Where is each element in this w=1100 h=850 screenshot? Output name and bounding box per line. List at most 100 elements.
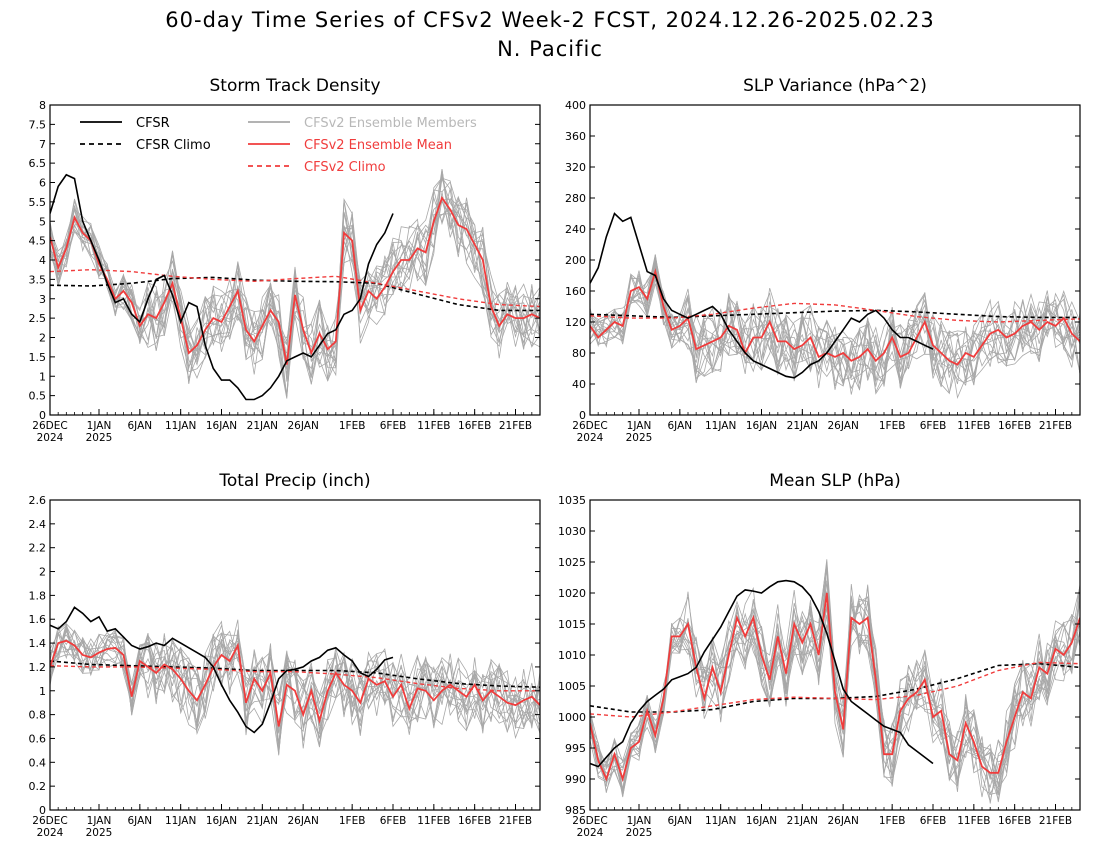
y-tick-label: 7 <box>39 138 46 151</box>
legend-cfsr-climo-label: CFSR Climo <box>136 138 211 153</box>
ensemble-mean-line <box>50 639 540 727</box>
ensemble-member-line <box>50 633 540 735</box>
cfsr-line <box>590 212 934 379</box>
x-tick-label: 11FEB <box>957 815 990 827</box>
x-tick-label: 16FEB <box>458 420 491 432</box>
x-tick-label: 1FEB <box>879 420 906 432</box>
y-tick-label: 400 <box>565 99 586 112</box>
x-tick-label: 1JAN <box>627 815 652 827</box>
x-tick-label: 16JAN <box>206 420 237 432</box>
x-tick-label: 11JAN <box>165 420 196 432</box>
y-tick-label: 1000 <box>558 711 586 724</box>
x-tick-label: 16FEB <box>458 815 491 827</box>
y-tick-label: 1005 <box>558 680 586 693</box>
ensemble-member-line <box>590 258 1080 387</box>
y-tick-label: 2.4 <box>29 518 47 531</box>
ensemble-member-line <box>50 199 540 384</box>
x-tick-label: 21FEB <box>499 815 532 827</box>
cfsv2-climo-line <box>50 268 540 308</box>
panels: Storm Track Density 0 0.5 1 1.5 2 2.5 3 3.5 4 4.5 5… <box>29 76 1081 839</box>
y-tick-label: 1025 <box>558 556 586 569</box>
x-tick-label: 11FEB <box>417 420 450 432</box>
ensemble-member-line <box>590 271 1080 395</box>
y-tick-label: 2 <box>39 566 46 579</box>
x-tick-label: 11JAN <box>705 420 736 432</box>
x-tick-label: 6FEB <box>920 815 947 827</box>
x-tick-label: 16JAN <box>206 815 237 827</box>
y-tick-label: 2.6 <box>29 494 47 507</box>
x-tick-label: 16JAN <box>746 420 777 432</box>
ensemble-member-line <box>590 273 1080 391</box>
legend-cfsv2-climo-label: CFSv2 Climo <box>304 160 386 175</box>
y-tick-label: 0.2 <box>29 780 47 793</box>
ensemble-mean-line <box>590 268 1080 366</box>
ensemble-member-line <box>50 181 540 379</box>
x-tick-label: 1JAN <box>627 420 652 432</box>
legend-ensemble-members-label: CFSv2 Ensemble Members <box>304 116 477 131</box>
ensemble-member-line <box>50 626 540 752</box>
x-tick-label: 26JAN <box>288 420 319 432</box>
y-tick-label: 985 <box>565 804 586 817</box>
ensemble-member-line <box>590 256 1080 390</box>
y-tick-label: 3.5 <box>29 273 47 286</box>
y-tick-label: 4 <box>39 254 46 267</box>
x-tick-label: 11JAN <box>705 815 736 827</box>
x-year-label: 2024 <box>37 432 64 444</box>
mean-slp-title: Mean SLP (hPa) <box>769 471 901 491</box>
y-tick-label: 2.2 <box>29 542 47 555</box>
y-tick-label: 1015 <box>558 618 586 631</box>
precip-title: Total Precip (inch) <box>218 471 370 491</box>
y-tick-label: 1010 <box>558 649 586 662</box>
y-tick-label: 0 <box>39 409 46 422</box>
x-year-label: 2025 <box>626 432 653 444</box>
x-tick-label: 21FEB <box>1039 420 1072 432</box>
y-tick-label: 160 <box>565 285 586 298</box>
y-tick-label: 1.5 <box>29 351 47 364</box>
x-tick-label: 1FEB <box>339 420 366 432</box>
ensemble-member-line <box>50 629 540 749</box>
y-tick-label: 5.5 <box>29 196 47 209</box>
x-tick-label: 26DEC <box>572 815 607 827</box>
y-tick-label: 4.5 <box>29 235 47 248</box>
y-tick-label: 1 <box>39 370 46 383</box>
mean-slp-panel: Mean SLP (hPa) 985 990 995 1000 1005 1010 1015 1… <box>558 471 1081 839</box>
ensemble-member-line <box>50 195 540 385</box>
y-tick-label: 0.4 <box>29 756 47 769</box>
y-tick-label: 0.5 <box>29 390 47 403</box>
ensemble-member-line <box>590 586 1080 804</box>
x-tick-label: 6JAN <box>668 420 693 432</box>
ensemble-member-line <box>50 619 540 746</box>
y-tick-label: 5 <box>39 215 46 228</box>
y-tick-label: 8 <box>39 99 46 112</box>
y-tick-label: 990 <box>565 773 586 786</box>
x-tick-label: 6FEB <box>920 420 947 432</box>
y-tick-label: 1020 <box>558 587 586 600</box>
ensemble-member-line <box>590 559 1080 803</box>
ensemble-member-line <box>590 254 1080 382</box>
x-tick-label: 16JAN <box>746 815 777 827</box>
ensemble-members <box>50 619 540 756</box>
y-tick-label: 1035 <box>558 494 586 507</box>
x-tick-label: 6FEB <box>380 815 407 827</box>
x-tick-label: 21JAN <box>787 815 818 827</box>
x-tick-label: 21JAN <box>247 420 278 432</box>
x-tick-label: 1JAN <box>87 420 112 432</box>
y-tick-label: 6.5 <box>29 157 47 170</box>
x-tick-label: 26DEC <box>572 420 607 432</box>
x-tick-label: 6JAN <box>128 420 153 432</box>
x-year-label: 2024 <box>577 827 604 839</box>
slp-variance-panel: SLP Variance (hPa^2) 0 40 80 120 160 200 240 280… <box>565 76 1081 444</box>
x-tick-label: 11FEB <box>957 420 990 432</box>
x-year-label: 2025 <box>86 432 113 444</box>
x-tick-label: 6FEB <box>380 420 407 432</box>
legend: CFSR CFSR Climo CFSv2 Ensemble Members CFSv… <box>80 116 477 175</box>
y-tick-label: 280 <box>565 192 586 205</box>
x-tick-label: 6JAN <box>668 815 693 827</box>
ensemble-member-line <box>590 254 1080 395</box>
y-tick-label: 1 <box>39 685 46 698</box>
x-tick-label: 11FEB <box>417 815 450 827</box>
cfsr-climo-line <box>590 309 1080 319</box>
x-tick-label: 16FEB <box>998 815 1031 827</box>
y-tick-label: 360 <box>565 130 586 143</box>
y-tick-label: 2.5 <box>29 312 47 325</box>
